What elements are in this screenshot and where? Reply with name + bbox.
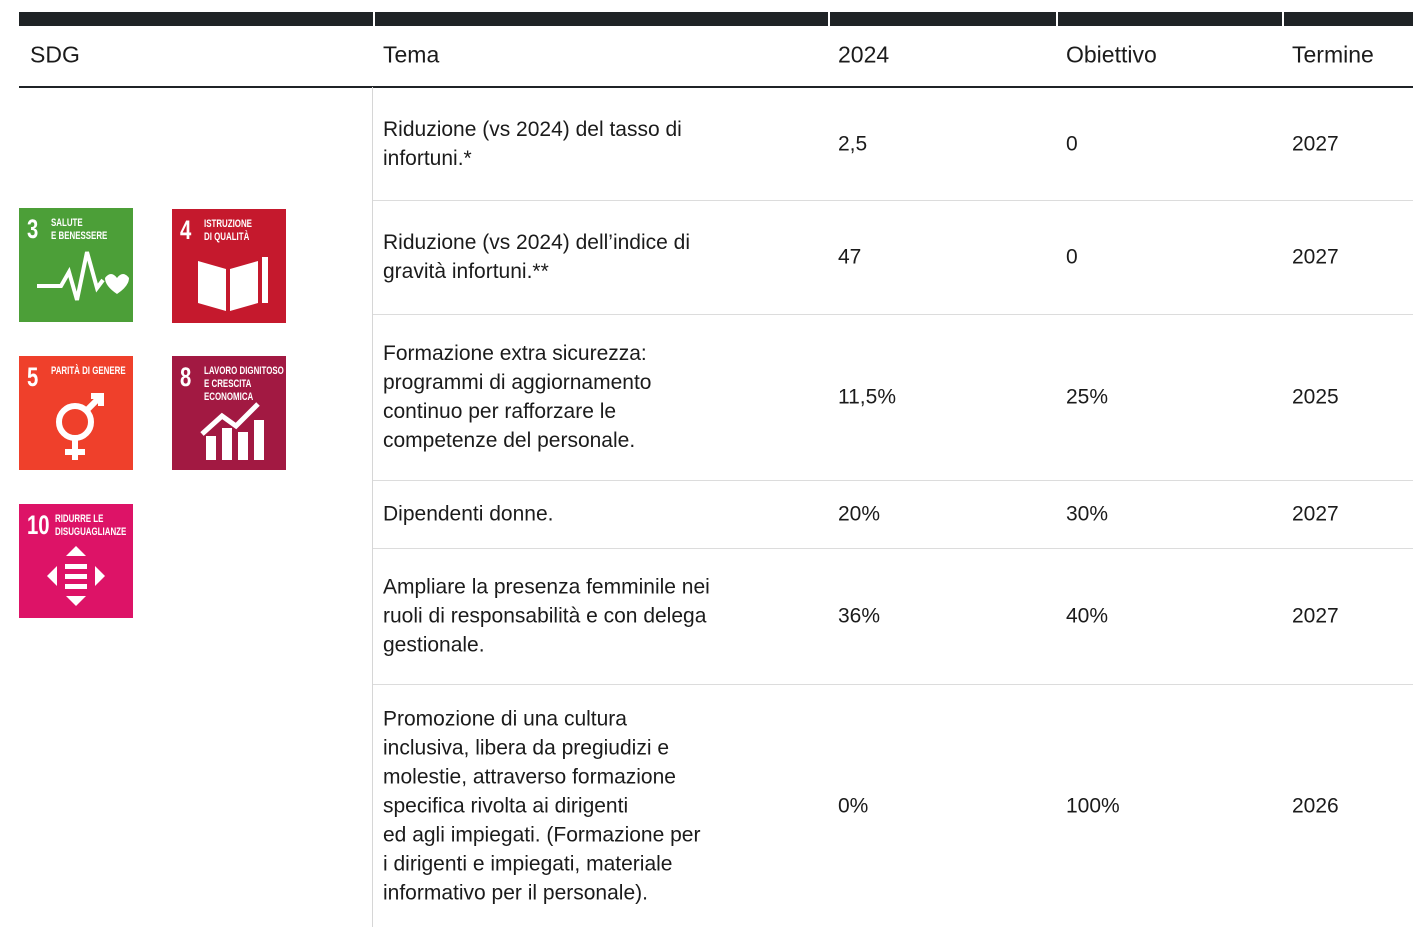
header-rule	[19, 86, 1413, 88]
column-header: Tema	[383, 41, 440, 68]
sdg-icon: 8 LAVORO DIGNITOSO E CRESCITA ECONOMICA	[172, 356, 286, 470]
value-cell: 30%	[1066, 502, 1109, 526]
value-cell: 2,5	[838, 132, 868, 155]
sdg-glyph	[47, 546, 105, 606]
bar-gap	[828, 12, 830, 26]
sdg-number: 4	[180, 215, 192, 245]
sdg-glyph	[56, 393, 104, 460]
sdg-label: LAVORO DIGNITOSO E CRESCITA ECONOMICA	[204, 365, 284, 403]
sdg-label: ISTRUZIONE DI QUALITÀ	[204, 218, 252, 243]
row-rule	[373, 200, 1413, 201]
sdg-icon: 10 RIDURRE LE DISUGUAGLIANZE	[19, 504, 133, 618]
row-rule	[373, 480, 1413, 481]
value-cell: 2027	[1292, 502, 1339, 526]
column-header: 2024	[838, 41, 890, 68]
top-bar	[19, 12, 1413, 26]
value-cell: 0	[1066, 132, 1078, 155]
value-cell: 2026	[1292, 794, 1339, 817]
bar-gap	[1282, 12, 1284, 26]
value-cell: 2027	[1292, 245, 1339, 269]
column-header: Obiettivo	[1066, 41, 1157, 68]
sdg-icon: 3 SALUTE E BENESSERE	[19, 208, 133, 322]
value-cell: 47	[838, 245, 862, 269]
theme-cell: Promozione di una cultura inclusiva, lib…	[383, 707, 701, 904]
value-cell: 40%	[1066, 604, 1109, 628]
sdg-number: 5	[27, 362, 39, 392]
value-cell: 11,5%	[838, 385, 896, 409]
sdg-glyph	[37, 251, 129, 301]
row-rule	[373, 548, 1413, 549]
column-header: Termine	[1292, 41, 1374, 68]
sdg-icon: 5 PARITÀ DI GENERE	[19, 356, 133, 470]
theme-cell: Riduzione (vs 2024) dell’indice di gravi…	[383, 231, 691, 283]
value-cell: 25%	[1066, 385, 1109, 409]
sdg-label: SALUTE E BENESSERE	[51, 217, 108, 242]
column-divider	[372, 87, 373, 927]
value-cell: 20%	[838, 502, 881, 526]
value-cell: 100%	[1066, 794, 1120, 817]
sdg-icon: 4 ISTRUZIONE DI QUALITÀ	[172, 209, 286, 323]
sdg-number: 10	[27, 510, 50, 540]
theme-cell: Ampliare la presenza femminile nei ruoli…	[383, 575, 710, 657]
value-cell: 0%	[838, 794, 869, 817]
bar-gap	[373, 12, 375, 26]
theme-cell: Riduzione (vs 2024) del tasso di infortu…	[383, 117, 682, 170]
value-cell: 2025	[1292, 385, 1339, 409]
value-cell: 36%	[838, 604, 881, 628]
column-header: SDG	[30, 41, 80, 68]
sdg-label: PARITÀ DI GENERE	[51, 365, 126, 377]
sdg-number: 3	[27, 214, 39, 244]
row-rule	[373, 314, 1413, 315]
bar-gap	[1056, 12, 1058, 26]
value-cell: 0	[1066, 245, 1078, 269]
sdg-number: 8	[180, 362, 192, 392]
theme-cell: Dipendenti donne.	[383, 502, 554, 526]
value-cell: 2027	[1292, 604, 1339, 628]
row-rule	[373, 684, 1413, 685]
theme-cell: Formazione extra sicurezza: programmi di…	[383, 342, 652, 452]
sdg-glyph	[198, 257, 268, 311]
sdg-label: RIDURRE LE DISUGUAGLIANZE	[55, 513, 127, 538]
value-cell: 2027	[1292, 132, 1339, 155]
sdg-glyph	[200, 402, 264, 460]
